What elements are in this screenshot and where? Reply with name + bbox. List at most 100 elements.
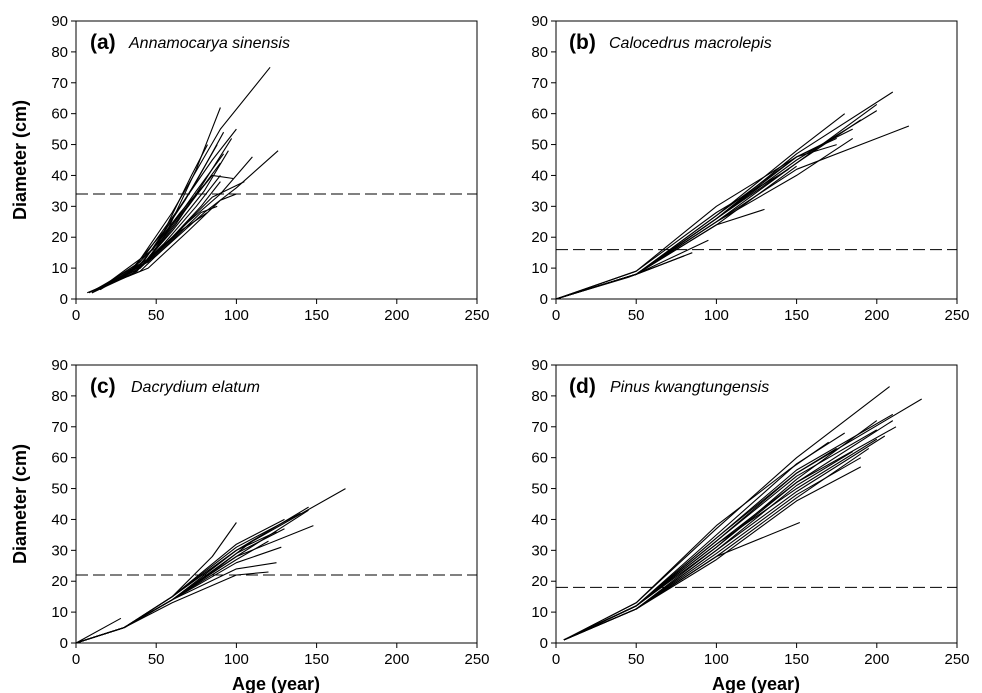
growth-curve-line	[555, 137, 854, 300]
x-tick-label: 250	[944, 307, 969, 324]
growth-curve-line	[99, 153, 225, 291]
growth-curve-line	[563, 413, 894, 641]
plot-frame	[75, 20, 478, 300]
axis-ticks: 0 50 100 150 200 250 0 10 20 30 40 50 60 70 80 90	[51, 357, 489, 668]
x-tick-label: 100	[704, 307, 729, 324]
y-tick-label: 50	[531, 481, 548, 498]
growth-curve-line	[94, 181, 221, 291]
x-tick-label: 0	[552, 651, 560, 668]
y-tick-label: 80	[531, 44, 548, 61]
species-name: Calocedrus macrolepis	[609, 35, 772, 52]
y-tick-label: 90	[531, 13, 548, 30]
growth-curve-line	[94, 205, 218, 291]
growth-curve-line	[563, 438, 878, 641]
x-tick-label: 0	[72, 307, 80, 324]
growth-curve-line	[563, 451, 853, 641]
y-tick-label: 50	[51, 481, 68, 498]
y-tick-label: 90	[51, 13, 68, 30]
growth-curve-line	[563, 386, 890, 641]
x-tick-label: 50	[628, 651, 645, 668]
panel-b: 0 50 100 150 200 250 0 10 20 30 40 50 60 70 80 90 (b) C…	[531, 13, 969, 324]
growth-curve-line	[91, 181, 245, 294]
y-tick-label: 10	[51, 260, 68, 277]
y-tick-label: 60	[531, 450, 548, 467]
y-tick-label: 30	[531, 198, 548, 215]
x-tick-label: 100	[224, 651, 249, 668]
y-axis-title: Diameter (cm)	[10, 444, 30, 564]
growth-curve-line	[555, 110, 878, 300]
y-tick-label: 60	[531, 106, 548, 123]
growth-curve-line	[563, 447, 837, 641]
growth-curve-line	[91, 174, 234, 294]
x-tick-label: 50	[148, 307, 165, 324]
y-tick-label: 10	[51, 604, 68, 621]
y-tick-label: 60	[51, 450, 68, 467]
growth-curves	[75, 488, 346, 644]
y-tick-label: 30	[531, 542, 548, 559]
y-tick-label: 50	[531, 137, 548, 154]
panel-letter: (b)	[569, 31, 596, 54]
y-tick-label: 70	[531, 419, 548, 436]
y-tick-label: 80	[51, 44, 68, 61]
plot-frame	[555, 20, 958, 300]
y-tick-label: 70	[51, 75, 68, 92]
y-tick-label: 60	[51, 106, 68, 123]
growth-curve-line	[75, 617, 122, 644]
growth-curve-line	[91, 150, 229, 294]
growth-curve-line	[98, 131, 225, 291]
growth-curve-line	[88, 66, 271, 294]
y-tick-label: 20	[51, 573, 68, 590]
x-tick-label: 250	[464, 651, 489, 668]
panel-letter: (d)	[569, 375, 596, 398]
growth-curve-line	[563, 420, 894, 641]
growth-curve-line	[91, 128, 237, 294]
growth-curve-line	[563, 441, 830, 641]
y-tick-label: 80	[51, 388, 68, 405]
plot-frame	[555, 364, 958, 644]
panel-letter: (a)	[90, 31, 116, 54]
x-tick-label: 150	[304, 307, 329, 324]
y-tick-label: 70	[531, 75, 548, 92]
growth-curve-line	[75, 522, 237, 644]
x-tick-label: 0	[72, 651, 80, 668]
axis-ticks: 0 50 100 150 200 250 0 10 20 30 40 50 60 70 80 90	[531, 13, 969, 324]
y-tick-label: 30	[51, 198, 68, 215]
growth-curve-line	[94, 175, 221, 291]
growth-curve-line	[75, 540, 253, 644]
x-tick-label: 150	[784, 651, 809, 668]
y-axis-title: Diameter (cm)	[10, 100, 30, 220]
y-tick-label: 0	[540, 635, 548, 652]
growth-curve-line	[555, 91, 894, 300]
x-axis-title: Age (year)	[712, 674, 800, 693]
y-tick-label: 70	[51, 419, 68, 436]
x-tick-label: 200	[864, 307, 889, 324]
panel-c: 0 50 100 150 200 250 0 10 20 30 40 50 60 70 80 90 (c) D…	[10, 357, 490, 693]
y-tick-label: 80	[531, 388, 548, 405]
x-tick-label: 200	[384, 651, 409, 668]
growth-curve-line	[91, 184, 205, 294]
x-tick-label: 150	[784, 307, 809, 324]
axis-ticks: 0 50 100 150 200 250 0 10 20 30 40 50 60 70 80 90	[51, 13, 489, 324]
growth-curves	[555, 91, 910, 300]
x-tick-label: 50	[628, 307, 645, 324]
y-tick-label: 0	[60, 291, 68, 308]
y-tick-label: 40	[51, 167, 68, 184]
y-tick-label: 20	[531, 573, 548, 590]
species-name: Dacrydium elatum	[131, 379, 260, 396]
x-tick-label: 200	[864, 651, 889, 668]
growth-curve-line	[75, 571, 269, 644]
species-name: Annamocarya sinensis	[128, 35, 290, 52]
y-tick-label: 50	[51, 137, 68, 154]
y-tick-label: 90	[531, 357, 548, 374]
panel-letter: (c)	[90, 375, 116, 398]
x-tick-label: 200	[384, 307, 409, 324]
y-tick-label: 20	[531, 229, 548, 246]
y-tick-label: 40	[51, 511, 68, 528]
y-tick-label: 40	[531, 167, 548, 184]
growth-curve-line	[91, 162, 221, 294]
x-tick-label: 100	[704, 651, 729, 668]
growth-curve-line	[75, 512, 301, 644]
growth-curve-line	[563, 426, 897, 641]
x-tick-label: 150	[304, 651, 329, 668]
